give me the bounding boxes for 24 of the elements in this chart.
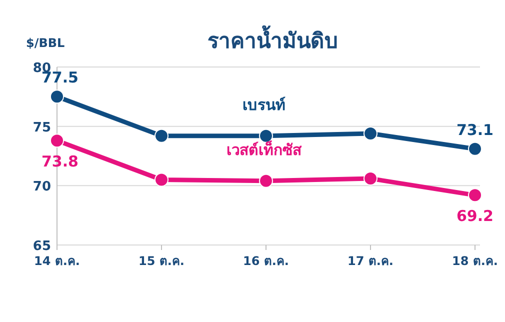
point [364,172,378,186]
data-label: 73.1 [456,120,494,139]
x-tick-label: 14 ต.ค. [34,254,80,268]
data-label: 73.8 [41,152,79,171]
x-tick-label: 17 ต.ค. [348,254,394,268]
y-tick-label: 65 [32,239,51,254]
y-axis-title: $/BBL [26,36,66,50]
data-label: 69.2 [456,207,494,226]
x-tick-label: 18 ต.ค. [452,254,498,268]
series-label: เบรนท์ [242,96,286,114]
point [259,174,273,188]
point [154,172,168,187]
chart-title: ราคาน้ำมันดิบ [208,25,338,53]
x-tick-label: 16 ต.ค. [243,254,289,268]
point [50,90,64,104]
point [468,188,482,202]
point [364,126,378,140]
point [50,134,64,148]
series-label: เวสต์เท็กซัส [226,140,302,159]
y-tick-label: 75 [32,120,51,136]
point [468,142,482,156]
y-tick-label: 70 [32,180,51,195]
point [154,128,168,143]
x-tick-label: 15 ต.ค. [138,254,184,268]
